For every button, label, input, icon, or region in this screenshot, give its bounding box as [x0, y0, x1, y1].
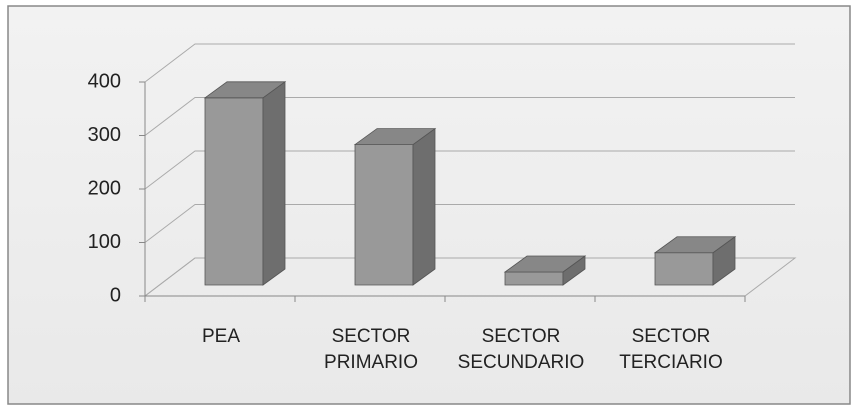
bar [203, 81, 287, 286]
grid-line [144, 43, 795, 83]
y-tick-label: 0 [110, 284, 121, 306]
bar-side [412, 127, 436, 286]
bar-side [262, 81, 286, 286]
grid-line [144, 204, 795, 243]
bar-top [353, 128, 437, 146]
x-tick-label: SECTOR PRIMARIO [324, 326, 418, 373]
x-tick-label: SECTOR SECUNDARIO [457, 326, 585, 373]
bar-top [653, 236, 737, 254]
bar-front [504, 271, 564, 286]
bar [353, 127, 437, 286]
bar-top [503, 255, 587, 273]
bar-front [354, 144, 414, 286]
y-tick-label: 300 [88, 124, 121, 146]
bar [653, 235, 737, 286]
bar-front [654, 252, 714, 286]
grid-line [144, 257, 795, 297]
bar-front [204, 97, 264, 286]
y-tick-label: 200 [88, 177, 121, 199]
grid-line [144, 97, 795, 136]
bar-top [203, 81, 287, 99]
grid-line [144, 150, 795, 190]
x-tick-label: PEA [201, 326, 241, 347]
x-tick-label: SECTOR TERCIARIO [619, 326, 723, 373]
y-tick-label: 400 [88, 70, 121, 92]
bar [503, 255, 587, 286]
y-tick-label: 100 [88, 231, 121, 253]
